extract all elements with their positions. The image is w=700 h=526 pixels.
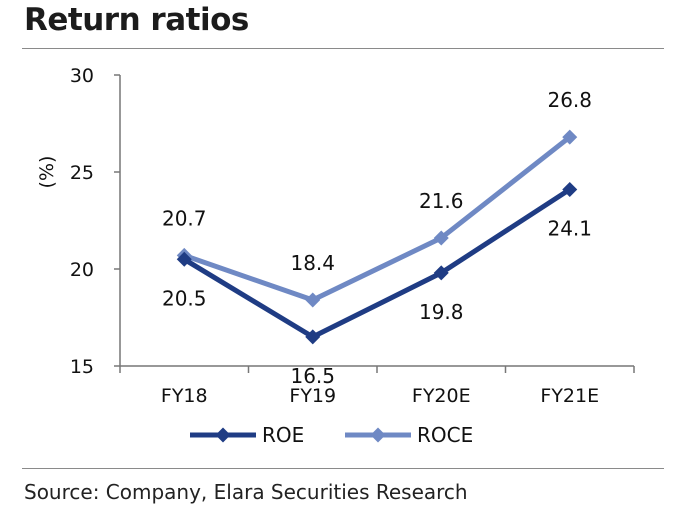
data-point-roe bbox=[305, 329, 321, 345]
data-point-roe bbox=[562, 181, 578, 197]
data-label-roce: 26.8 bbox=[547, 88, 592, 112]
data-label-roe: 16.5 bbox=[290, 364, 335, 388]
data-point-roce bbox=[562, 129, 578, 145]
data-label-roce: 18.4 bbox=[290, 251, 335, 275]
source-note: Source: Company, Elara Securities Resear… bbox=[24, 480, 468, 504]
source-divider bbox=[22, 468, 664, 469]
data-point-roe bbox=[176, 251, 192, 267]
line-chart: 15 20 25 30 FY18 FY19 FY20E FY21E (%) 20.5 16.5 19.… bbox=[36, 65, 635, 447]
x-tick-label: FY19 bbox=[289, 385, 336, 407]
data-label-roce: 21.6 bbox=[419, 189, 464, 213]
data-label-roe: 24.1 bbox=[547, 216, 592, 240]
data-point-roce bbox=[305, 292, 321, 308]
y-axis-label: (%) bbox=[36, 156, 58, 189]
x-tick-label: FY21E bbox=[540, 385, 599, 407]
series-line-roe bbox=[182, 187, 572, 340]
y-tick-label: 15 bbox=[70, 356, 94, 378]
y-tick-label: 20 bbox=[70, 259, 94, 281]
y-tick-label: 30 bbox=[70, 65, 94, 87]
legend-marker-roce bbox=[370, 427, 386, 443]
legend-marker-roe bbox=[215, 427, 231, 443]
data-label-roe: 19.8 bbox=[419, 300, 464, 324]
data-point-roce bbox=[433, 230, 449, 246]
title-divider bbox=[22, 48, 664, 49]
x-tick-label: FY18 bbox=[161, 385, 208, 407]
y-tick-label: 25 bbox=[70, 162, 94, 184]
legend-label-roe: ROE bbox=[262, 423, 304, 447]
data-label-roce: 20.7 bbox=[162, 206, 207, 230]
legend-label-roce: ROCE bbox=[417, 423, 473, 447]
series-line-roce bbox=[183, 135, 572, 303]
data-label-roe: 20.5 bbox=[162, 286, 207, 310]
chart-title: Return ratios bbox=[24, 2, 249, 38]
data-point-roe bbox=[433, 265, 449, 281]
x-tick-label: FY20E bbox=[412, 385, 471, 407]
